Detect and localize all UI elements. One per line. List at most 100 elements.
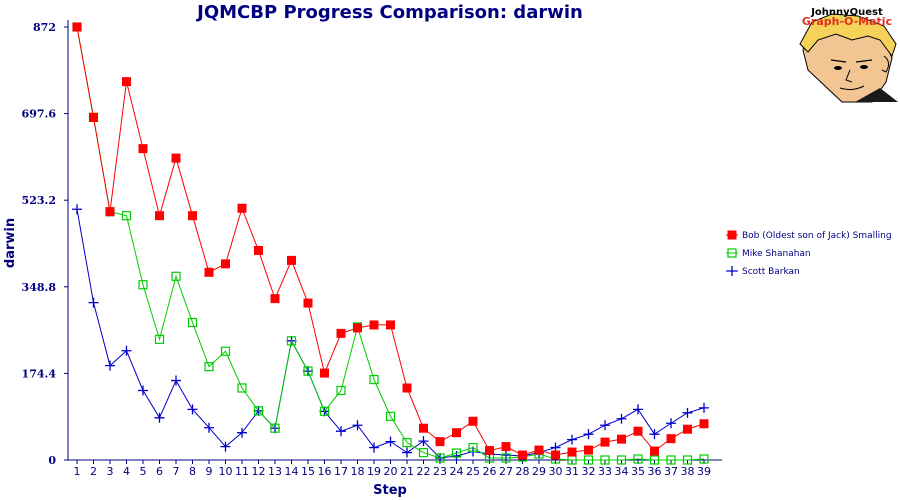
x-tick-label: 9	[206, 465, 213, 478]
legend-swatch-marker	[727, 266, 737, 276]
series-0	[72, 22, 709, 460]
legend-swatch-marker	[727, 248, 737, 258]
data-point	[650, 446, 659, 456]
data-point	[567, 447, 577, 457]
x-tick-label: 35	[631, 465, 645, 478]
x-tick-label: 24	[450, 465, 464, 478]
data-point	[154, 334, 165, 344]
x-tick-label: 12	[252, 465, 266, 478]
logo-line2: Graph-O-Matic	[802, 15, 892, 28]
data-point	[303, 366, 313, 376]
x-tick-label: 36	[648, 465, 662, 478]
data-point	[600, 455, 610, 465]
series-line	[76, 26, 705, 461]
y-tick-label: 697.6	[22, 108, 57, 121]
data-point	[155, 211, 164, 221]
data-point	[633, 454, 643, 464]
x-tick-label: 1	[74, 465, 81, 478]
data-point	[633, 426, 643, 436]
data-point	[187, 404, 198, 415]
data-point	[204, 422, 214, 433]
data-point	[616, 455, 627, 465]
data-point	[468, 416, 478, 426]
data-point	[336, 426, 346, 437]
data-point	[583, 455, 594, 465]
data-point	[88, 297, 99, 308]
legend-label: Mike Shanahan	[742, 249, 811, 259]
legend: Bob (Oldest son of Jack) Smalling Mike Sh…	[726, 230, 892, 277]
x-tick-label: 7	[173, 465, 180, 478]
x-tick-label: 11	[235, 465, 249, 478]
data-point	[287, 255, 296, 265]
x-tick-label: 14	[285, 465, 299, 478]
x-tick-label: 8	[189, 465, 196, 478]
data-point	[402, 438, 412, 448]
x-tick-label: 28	[516, 465, 530, 478]
data-point	[501, 453, 511, 463]
legend-label: Scott Barkan	[742, 267, 800, 277]
data-point	[682, 455, 693, 465]
legend-swatch-marker	[727, 230, 737, 240]
data-point	[666, 418, 676, 429]
data-point	[353, 323, 362, 333]
data-point	[451, 448, 462, 458]
x-tick-label: 2	[90, 465, 97, 478]
data-point	[402, 383, 412, 393]
data-point	[270, 423, 280, 433]
data-point	[220, 441, 231, 452]
x-tick-label: 21	[400, 465, 414, 478]
legend-label: Bob (Oldest son of Jack) Smalling	[742, 231, 892, 241]
data-point	[551, 450, 560, 460]
data-point	[105, 360, 115, 371]
data-point	[386, 320, 395, 330]
x-tick-label: 19	[367, 465, 381, 478]
data-point	[699, 419, 709, 429]
data-point	[567, 434, 577, 445]
data-point	[584, 445, 593, 455]
data-point	[452, 428, 461, 438]
x-tick-label: 27	[499, 465, 513, 478]
series-layer	[72, 22, 709, 465]
legend-item: Bob (Oldest son of Jack) Smalling	[726, 230, 892, 241]
data-point	[270, 294, 280, 304]
x-tick-label: 38	[681, 465, 695, 478]
data-point	[319, 406, 330, 416]
data-point	[369, 442, 379, 453]
data-point	[633, 404, 643, 415]
data-point	[171, 375, 181, 386]
johnny-quest-face-icon	[799, 13, 898, 103]
legend-item: Mike Shanahan	[726, 248, 811, 259]
x-tick-label: 39	[697, 465, 711, 478]
x-axis-label: Step	[373, 483, 407, 498]
data-point	[220, 346, 231, 356]
data-point	[303, 298, 313, 308]
data-point	[171, 271, 181, 281]
data-point	[501, 442, 511, 452]
data-point	[418, 436, 429, 447]
x-tick-label: 26	[483, 465, 497, 478]
data-point	[352, 420, 363, 431]
y-axis-label: darwin	[3, 218, 18, 268]
data-point	[369, 320, 379, 330]
data-point	[699, 402, 709, 413]
x-tick-label: 37	[664, 465, 678, 478]
chart-title: JQMCBP Progress Comparison: darwin	[195, 2, 583, 23]
data-point	[485, 446, 494, 456]
data-point	[188, 211, 197, 221]
data-point	[682, 407, 693, 418]
x-tick-label: 22	[417, 465, 431, 478]
data-point	[418, 447, 429, 458]
data-point	[336, 385, 346, 396]
data-point	[221, 259, 230, 269]
data-point	[385, 411, 396, 421]
logo: JohnnyQuest Graph-O-Matic	[799, 7, 898, 103]
data-point	[237, 383, 247, 393]
data-point	[666, 455, 676, 465]
data-point	[336, 328, 346, 338]
data-point	[72, 204, 82, 215]
x-tick-label: 32	[582, 465, 596, 478]
data-point	[649, 455, 660, 465]
data-point	[649, 429, 660, 440]
data-point	[89, 112, 98, 122]
